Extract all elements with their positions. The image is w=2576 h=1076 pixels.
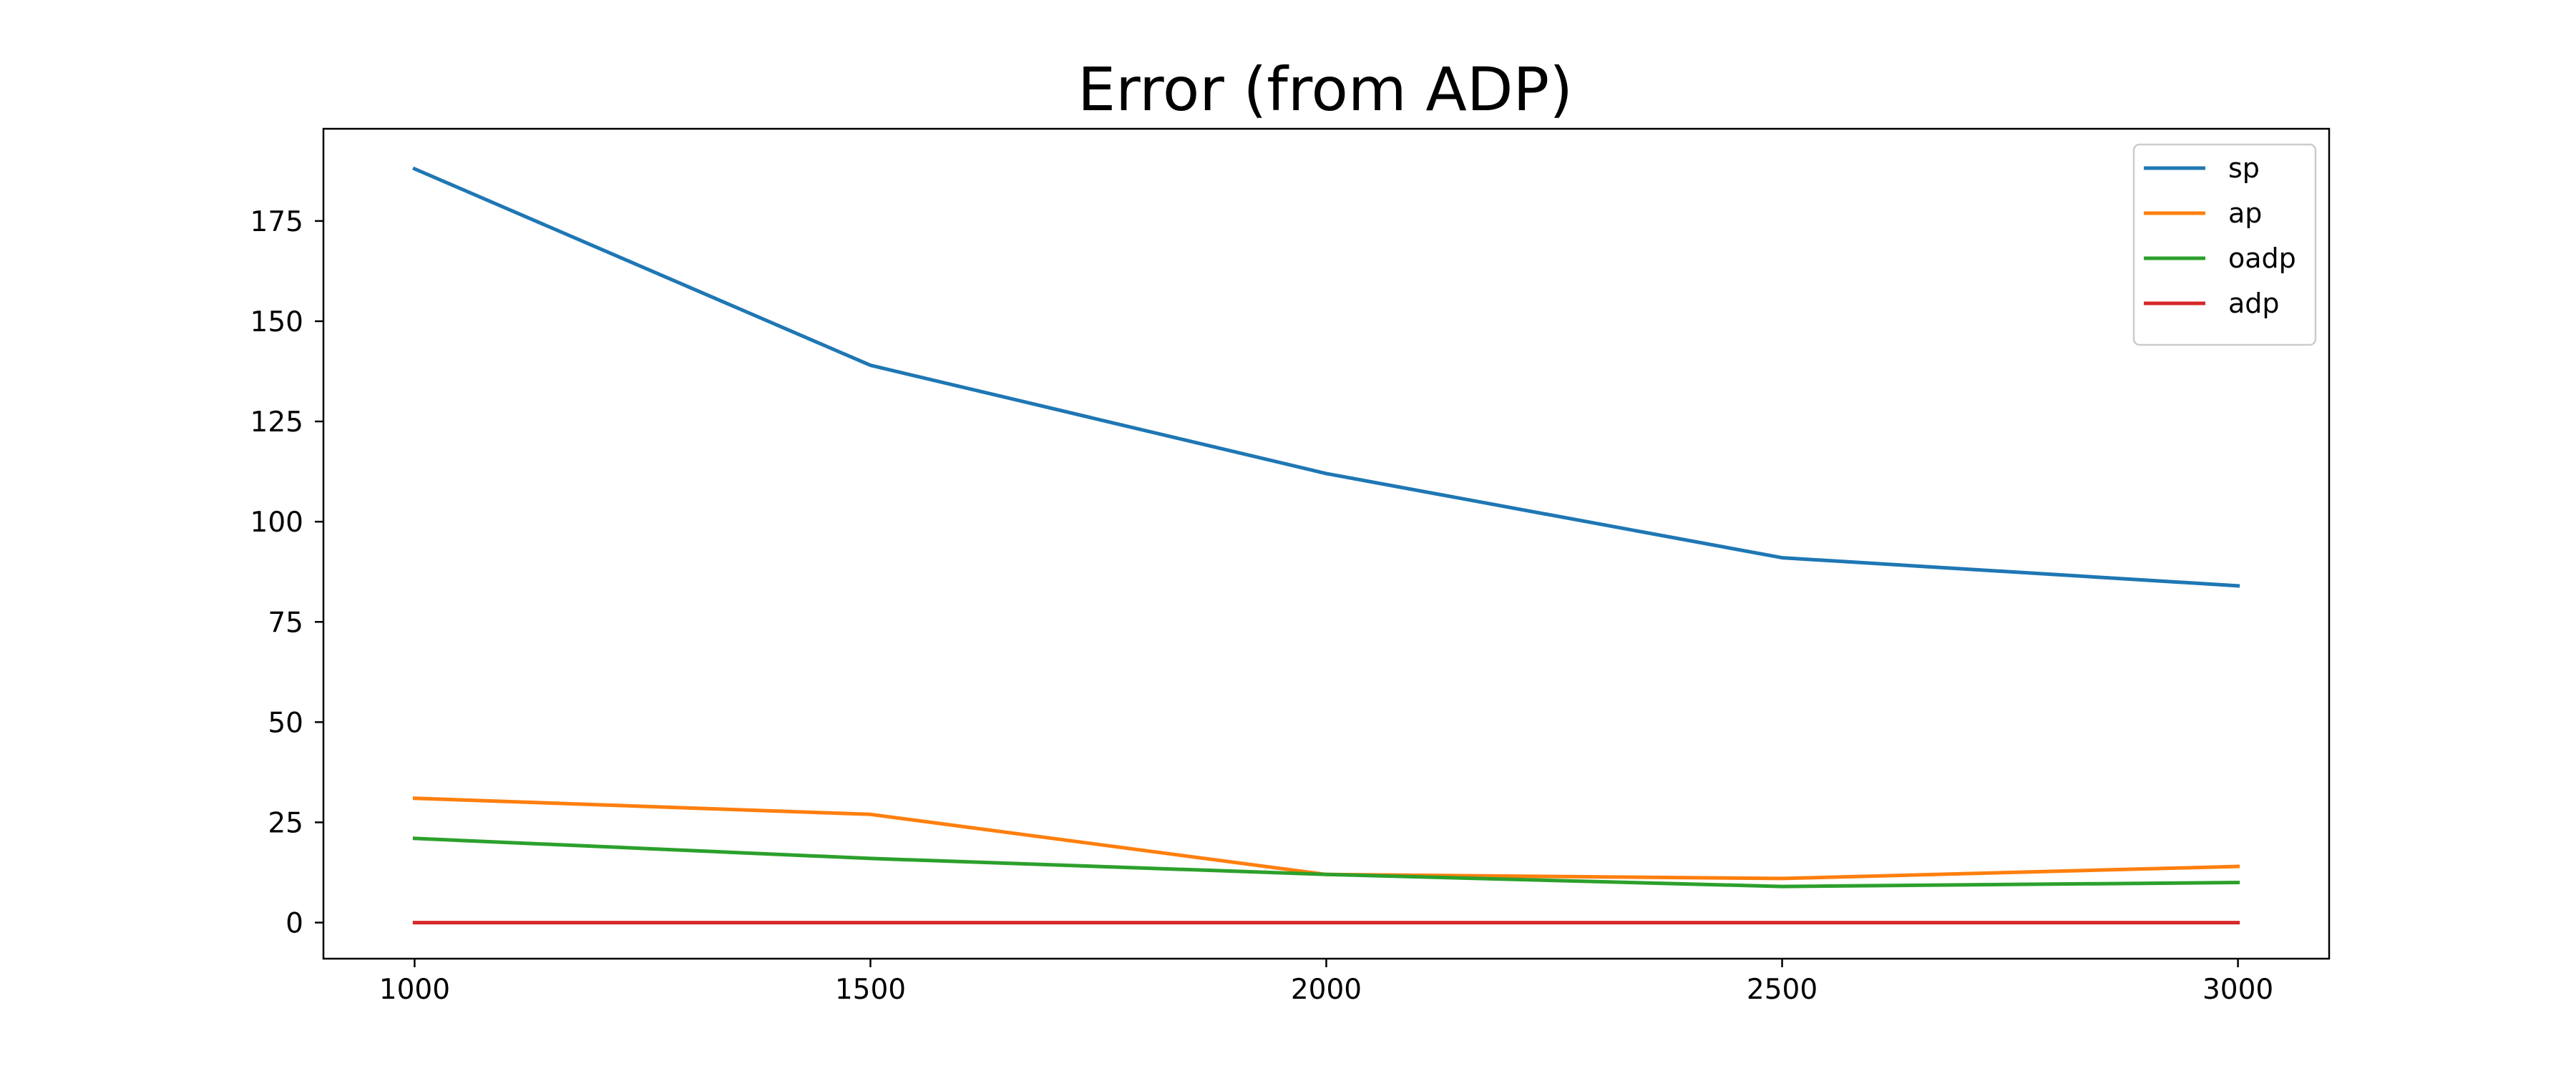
legend-label-sp: sp [2228,152,2260,184]
y-tick-label: 25 [268,807,303,839]
y-tick-label: 150 [250,306,303,338]
x-tick-label: 2500 [1747,974,1818,1006]
legend-label-adp: adp [2228,288,2280,319]
y-tick-label: 100 [250,507,303,539]
y-tick-label: 0 [286,908,303,940]
y-tick-label: 50 [268,707,303,739]
legend-box [2132,143,2317,346]
x-tick-label: 2000 [1291,974,1362,1006]
series-line-ap [412,796,2240,881]
chart-title: Error (from ADP) [1078,54,1573,124]
series-layer [412,166,2240,925]
x-tick-label: 3000 [2202,974,2273,1006]
series-line-oadp [412,836,2240,889]
plot-area-frame [322,127,2331,960]
x-axis: 1000 1500 2000 2500 3000 [379,959,2273,1006]
legend: sp ap oadp adp [2132,143,2317,346]
y-tick-label: 125 [250,406,303,439]
series-line-sp [412,166,2240,588]
y-tick-label: 75 [268,607,303,639]
legend-label-ap: ap [2228,197,2262,229]
x-tick-label: 1500 [835,974,906,1006]
y-axis: 0 25 50 75 100 125 150 175 [250,206,323,940]
y-tick-label: 175 [250,206,303,238]
x-tick-label: 1000 [379,974,450,1006]
legend-label-oadp: oadp [2228,243,2296,274]
